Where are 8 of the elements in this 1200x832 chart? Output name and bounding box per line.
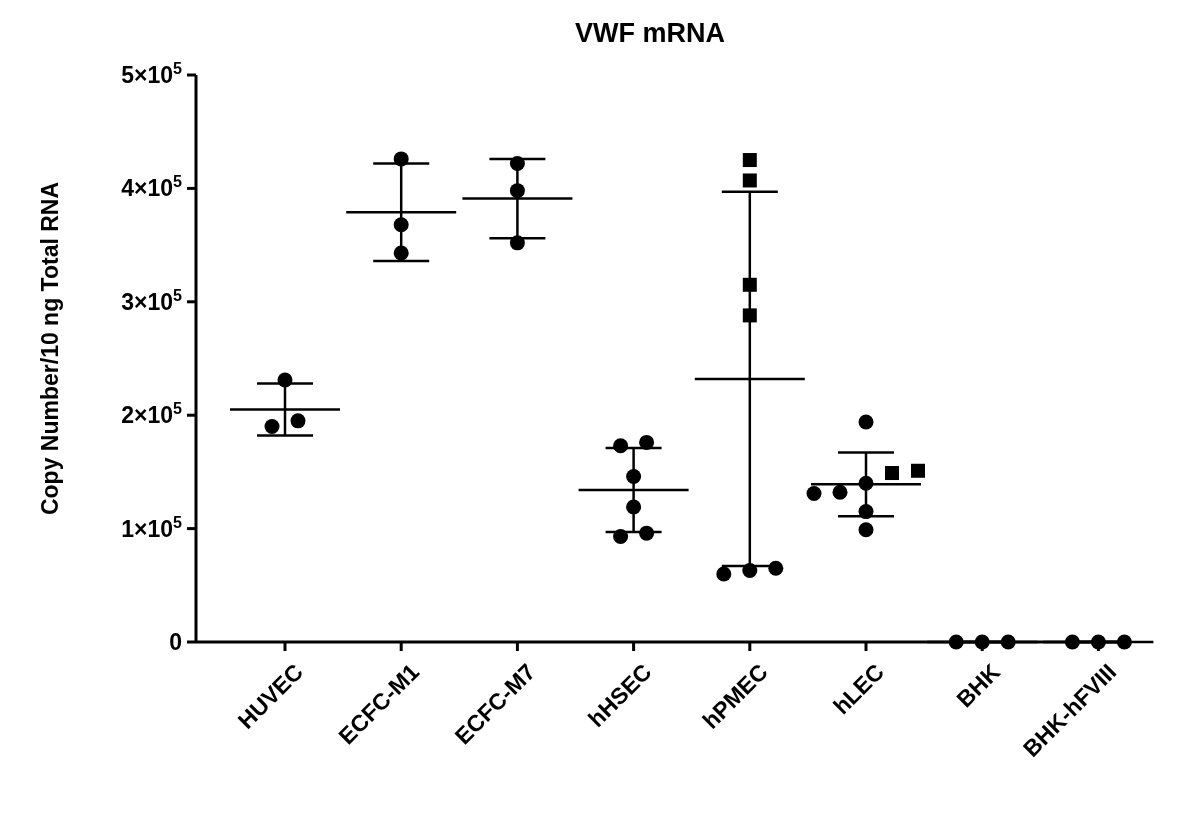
y-tick-label: 4×10$^{5}$ (121, 172, 183, 202)
y-tick-label: 3×10$^{5}$ (121, 285, 183, 315)
y-tick-label: 0 (169, 629, 182, 656)
y-tick-label: 1×10$^{5}$ (121, 512, 183, 542)
y-tick-label: 5×10$^{5}$ (121, 59, 183, 89)
y-axis-title: Copy Number/10 ng Total RNA (37, 181, 63, 516)
y-tick-label: 2×10$^{5}$ (121, 399, 183, 429)
chart-title: VWF mRNA (575, 18, 725, 48)
